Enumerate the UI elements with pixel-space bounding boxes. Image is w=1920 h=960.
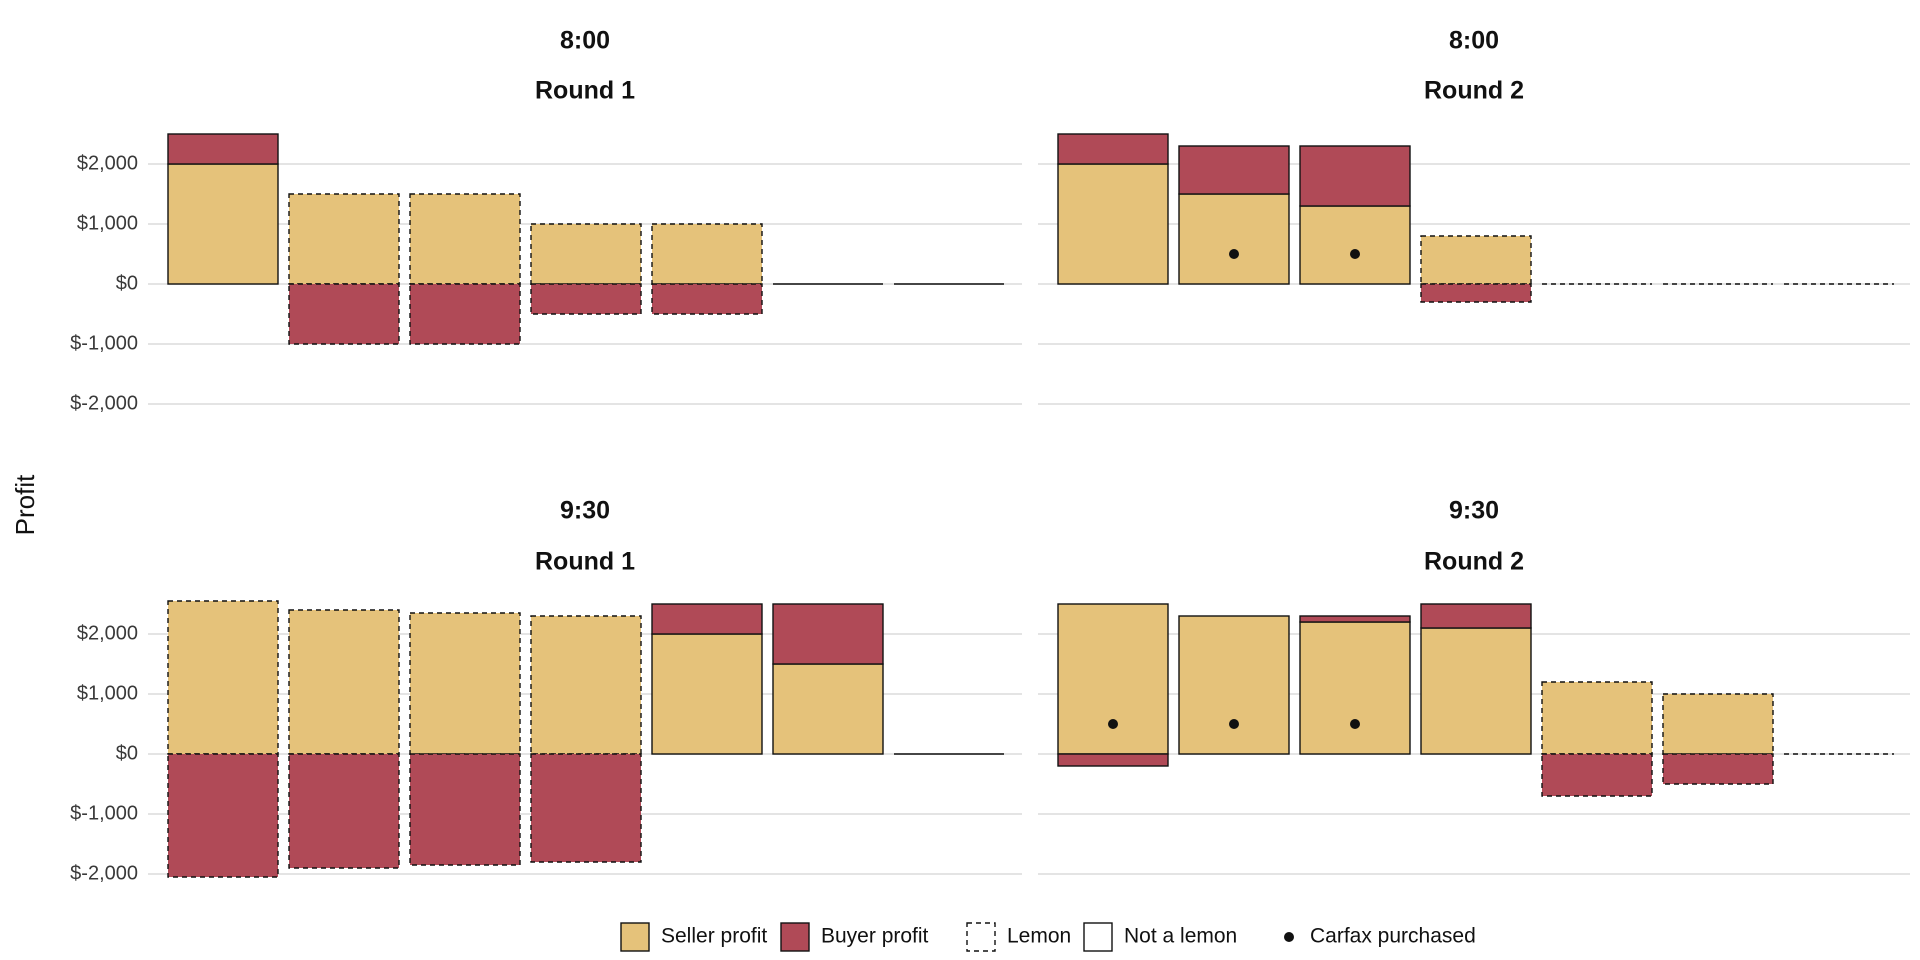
buyer-profit-bar [288,283,400,345]
y-tick-label: $-1,000 [70,802,138,824]
y-tick-label: $-1,000 [70,332,138,354]
buyer-profit-bar [409,753,521,866]
legend-label: Carfax purchased [1310,925,1476,948]
buyer-profit-bar [1420,283,1532,303]
legend-label: Not a lemon [1124,925,1237,948]
facet-panel: 9:30 Round 2 [1038,497,1910,875]
carfax-marker [1229,719,1239,729]
seller-profit-bar [1420,627,1532,755]
panel-session-title: 9:30 [1449,497,1499,525]
legend-item-notlemon: Not a lemon [1083,922,1237,952]
y-tick-label: $0 [116,272,138,294]
buyer-profit-bar [1057,753,1169,767]
buyer-profit-bar [167,133,279,165]
y-tick-label: $2,000 [77,622,138,644]
buyer-profit-bar [1662,753,1774,785]
panel-round-title: Round 1 [535,548,635,576]
legend-key-seller [620,922,650,952]
panel-round-title: Round 2 [1424,548,1524,576]
panel-round-title: Round 2 [1424,77,1524,105]
panel-session-title: 8:00 [1449,27,1499,55]
buyer-profit-bar [409,283,521,345]
carfax-marker [1350,719,1360,729]
panel-session-title: 8:00 [560,27,610,55]
seller-profit-bar [1662,693,1774,755]
buyer-profit-bar [651,283,763,315]
y-tick-label: $-2,000 [70,862,138,884]
legend-label: Seller profit [661,925,767,948]
buyer-profit-bar [651,603,763,635]
y-tick-label: $1,000 [77,212,138,234]
seller-profit-bar [772,663,884,755]
seller-profit-bar [409,193,521,285]
seller-profit-bar [409,612,521,755]
seller-profit-bar [1299,621,1411,755]
y-tick-label: $2,000 [77,152,138,174]
seller-profit-bar [1057,603,1169,755]
seller-profit-bar [1057,163,1169,285]
legend: Seller profit Buyer profit Lemon Not a lemo… [620,922,1476,952]
facet-panel: 9:30 Round 1 $2,000 $1,000 $0 $-1,000 $-2,000 [70,497,1022,884]
legend-item-seller: Seller profit [620,922,767,952]
seller-profit-bar [1541,681,1653,755]
legend-key-notlemon [1083,922,1113,952]
legend-item-buyer: Buyer profit [780,922,929,952]
legend-label: Lemon [1007,925,1071,948]
panel-round-title: Round 1 [535,77,635,105]
buyer-profit-bar [167,753,279,878]
buyer-profit-bar [1299,615,1411,623]
seller-profit-bar [651,223,763,285]
seller-profit-bar [1420,235,1532,285]
legend-item-carfax: Carfax purchased [1284,925,1476,948]
buyer-profit-bar [1541,753,1653,797]
buyer-profit-bar [1420,603,1532,629]
seller-profit-bar [530,223,642,285]
buyer-profit-bar [530,753,642,863]
buyer-profit-bar [530,283,642,315]
seller-profit-bar [288,193,400,285]
seller-profit-bar [1178,193,1290,285]
seller-profit-bar [167,600,279,755]
seller-profit-bar [530,615,642,755]
y-tick-label: $0 [116,742,138,764]
legend-label: Buyer profit [821,925,929,948]
legend-item-lemon: Lemon [966,922,1071,952]
legend-key-buyer [780,922,810,952]
seller-profit-bar [651,633,763,755]
buyer-profit-bar [1057,133,1169,165]
carfax-marker [1350,249,1360,259]
buyer-profit-bar [772,603,884,665]
buyer-profit-bar [1178,145,1290,195]
y-tick-label: $-2,000 [70,392,138,414]
seller-profit-bar [1178,615,1290,755]
seller-profit-bar [1299,205,1411,285]
legend-carfax-dot [1284,932,1294,942]
carfax-marker [1229,249,1239,259]
facet-panel: 8:00 Round 2 [1038,27,1910,405]
y-axis-title: Profit [10,474,40,535]
facet-panel: 8:00 Round 1 $2,000 $1,000 $0 $-1,000 $-2,000 [70,27,1022,414]
seller-profit-bar [167,163,279,285]
panel-session-title: 9:30 [560,497,610,525]
carfax-marker [1108,719,1118,729]
seller-profit-bar [288,609,400,755]
buyer-profit-bar [1299,145,1411,207]
legend-key-lemon [966,922,996,952]
y-tick-label: $1,000 [77,682,138,704]
buyer-profit-bar [288,753,400,869]
